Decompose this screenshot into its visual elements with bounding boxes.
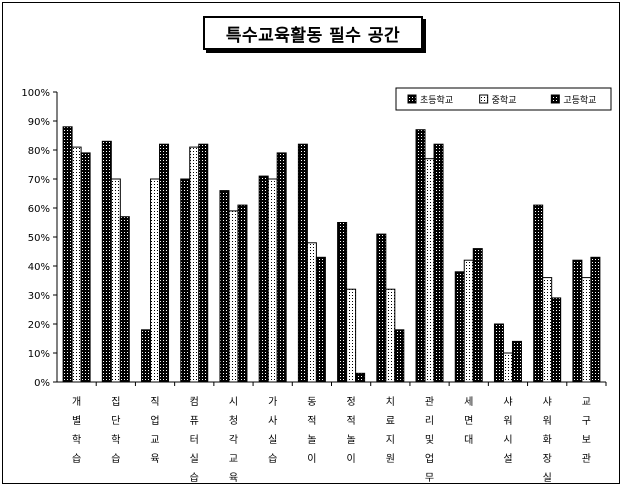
bars (62, 126, 601, 383)
bar (141, 329, 152, 383)
bar (463, 259, 474, 383)
bar (493, 323, 504, 383)
bar (119, 216, 130, 383)
bar (297, 143, 308, 383)
bar (267, 178, 278, 383)
legend-label: 고등학교 (563, 95, 596, 106)
bar (355, 372, 366, 383)
bar (394, 329, 405, 383)
y-tick-label: 70% (28, 175, 50, 186)
bar (542, 277, 553, 383)
y-tick-label: 20% (28, 320, 50, 331)
y-tick-label: 40% (28, 262, 50, 273)
bar (198, 143, 209, 383)
legend-swatch (479, 94, 489, 104)
y-tick-label: 0% (34, 378, 50, 389)
legend-label: 초등학교 (420, 95, 453, 106)
bar (276, 152, 287, 383)
bar (110, 178, 121, 383)
bar (258, 175, 269, 383)
y-tick-label: 10% (28, 349, 50, 360)
y-tick-label: 30% (28, 291, 50, 302)
bar (180, 178, 191, 383)
y-tick-label: 50% (28, 233, 50, 244)
bar (150, 178, 161, 383)
axis-labels: 0% 10% 20% 30% 40% 50% 60% 70% 80% 90% 100% 개 별 학 습 집 단 학… (21, 88, 591, 484)
y-tick-label: 60% (28, 204, 50, 215)
axes (53, 91, 607, 386)
bar (511, 340, 522, 383)
bar (346, 288, 357, 383)
bar (228, 210, 239, 383)
bar (502, 352, 513, 383)
bar (80, 152, 91, 383)
bar (551, 297, 562, 383)
bar (337, 222, 348, 383)
bar (533, 204, 544, 383)
bar (62, 126, 73, 383)
bar (572, 259, 583, 383)
bar (219, 190, 230, 383)
bar (424, 158, 435, 383)
legend-box (395, 87, 612, 111)
bar (472, 248, 483, 383)
bar (590, 256, 601, 383)
bar (581, 277, 592, 383)
bar (454, 271, 465, 383)
chart-title: 특수교육활동 필수 공간 (203, 16, 423, 50)
y-tick-label: 100% (21, 88, 50, 99)
legend-swatch (407, 94, 417, 104)
bar (433, 143, 444, 383)
legend-label: 중학교 (492, 95, 517, 106)
bar (315, 256, 326, 383)
bar (376, 233, 387, 383)
legend: 초등학교 중학교 고등학교 (395, 87, 612, 111)
bar (101, 140, 112, 383)
bar (385, 288, 396, 383)
bar (306, 242, 317, 383)
bar (237, 204, 248, 383)
y-tick-label: 80% (28, 146, 50, 157)
bar (189, 146, 200, 383)
legend-swatch (550, 94, 560, 104)
y-tick-label: 90% (28, 117, 50, 128)
bar (159, 143, 170, 383)
bar (71, 146, 82, 383)
bar (415, 129, 426, 383)
